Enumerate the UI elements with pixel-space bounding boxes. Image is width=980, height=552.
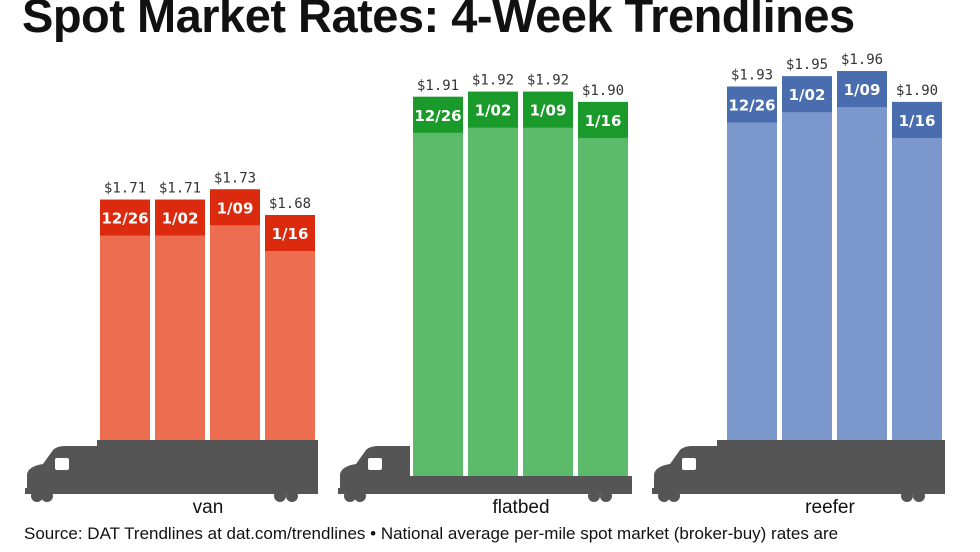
value-label: $1.71 bbox=[159, 181, 201, 197]
wheel bbox=[600, 490, 612, 502]
bar-van-1/09 bbox=[210, 189, 260, 445]
category-label-flatbed: flatbed bbox=[492, 497, 549, 518]
wheel bbox=[668, 490, 680, 502]
chart-title: Spot Market Rates: 4-Week Trendlines bbox=[22, 0, 855, 42]
date-band bbox=[523, 91, 573, 128]
value-label: $1.95 bbox=[786, 57, 828, 73]
date-label: 12/26 bbox=[414, 107, 461, 125]
date-band bbox=[155, 199, 205, 236]
wheel bbox=[588, 490, 600, 502]
value-label: $1.96 bbox=[841, 52, 883, 68]
date-label: 12/26 bbox=[728, 97, 775, 115]
value-label: $1.91 bbox=[417, 78, 459, 94]
value-label: $1.90 bbox=[582, 83, 624, 99]
date-band bbox=[210, 189, 260, 226]
cab-window bbox=[55, 458, 69, 470]
wheel bbox=[901, 490, 913, 502]
date-band bbox=[892, 101, 942, 138]
date-band bbox=[265, 215, 315, 251]
date-label: 1/09 bbox=[530, 102, 567, 120]
value-label: $1.73 bbox=[214, 170, 256, 186]
value-label: $1.92 bbox=[472, 73, 514, 89]
bar-van-1/02 bbox=[155, 199, 205, 445]
chassis bbox=[338, 488, 632, 494]
series-flatbed: 12/26 $1.91 1/02 $1.92 1/09 $1.92 1/16 $1.90 bbox=[413, 73, 628, 481]
bar-van-1/16 bbox=[265, 215, 315, 445]
date-band bbox=[100, 199, 150, 236]
bar-van-12/26 bbox=[100, 199, 150, 445]
value-label: $1.68 bbox=[269, 196, 311, 212]
category-label-reefer: reefer bbox=[805, 497, 855, 518]
cab-window bbox=[368, 458, 382, 470]
bar-reefer-1/09 bbox=[837, 71, 887, 445]
truck-icon bbox=[338, 446, 632, 502]
date-label: 1/16 bbox=[585, 112, 622, 130]
date-band bbox=[782, 76, 832, 113]
series-reefer: 12/26 $1.93 1/02 $1.95 1/09 $1.96 1/16 $1.90 bbox=[727, 52, 942, 446]
wheel bbox=[41, 490, 53, 502]
source-note: Source: DAT Trendlines at dat.com/trendl… bbox=[24, 524, 839, 543]
category-label-van: van bbox=[193, 497, 224, 518]
chassis bbox=[652, 488, 945, 494]
date-label: 1/16 bbox=[272, 225, 309, 243]
date-label: 12/26 bbox=[101, 210, 148, 228]
date-label: 1/02 bbox=[162, 210, 199, 228]
chassis bbox=[25, 488, 318, 494]
date-label: 1/16 bbox=[899, 112, 936, 130]
bar-flatbed-12/26 bbox=[413, 96, 463, 480]
wheel bbox=[286, 490, 298, 502]
date-band bbox=[727, 86, 777, 123]
date-label: 1/09 bbox=[217, 199, 254, 217]
value-label: $1.71 bbox=[104, 181, 146, 197]
wheel bbox=[274, 490, 286, 502]
wheel bbox=[658, 490, 670, 502]
date-label: 1/02 bbox=[789, 86, 826, 104]
wheel bbox=[31, 490, 43, 502]
series-van: 12/26 $1.71 1/02 $1.71 1/09 $1.73 1/16 $1.68 bbox=[100, 170, 315, 445]
trailer bbox=[717, 440, 945, 490]
bar-flatbed-1/16 bbox=[578, 101, 628, 481]
value-label: $1.92 bbox=[527, 73, 569, 89]
wheel bbox=[344, 490, 356, 502]
date-band bbox=[837, 71, 887, 108]
value-label: $1.93 bbox=[731, 68, 773, 84]
wheel bbox=[354, 490, 366, 502]
date-label: 1/02 bbox=[475, 102, 512, 120]
bar-reefer-1/16 bbox=[892, 101, 942, 446]
trailer bbox=[97, 440, 318, 490]
date-label: 1/09 bbox=[844, 81, 881, 99]
bar-flatbed-1/02 bbox=[468, 91, 518, 480]
flatbed-deck bbox=[410, 476, 632, 488]
bar-reefer-12/26 bbox=[727, 86, 777, 445]
truck-icon bbox=[652, 440, 945, 502]
bar-flatbed-1/09 bbox=[523, 91, 573, 480]
date-band bbox=[413, 96, 463, 133]
wheel bbox=[913, 490, 925, 502]
date-band bbox=[578, 101, 628, 138]
date-band bbox=[468, 91, 518, 128]
bar-reefer-1/02 bbox=[782, 76, 832, 445]
truck-icon bbox=[25, 440, 318, 502]
value-label: $1.90 bbox=[896, 83, 938, 99]
cab-window bbox=[682, 458, 696, 470]
